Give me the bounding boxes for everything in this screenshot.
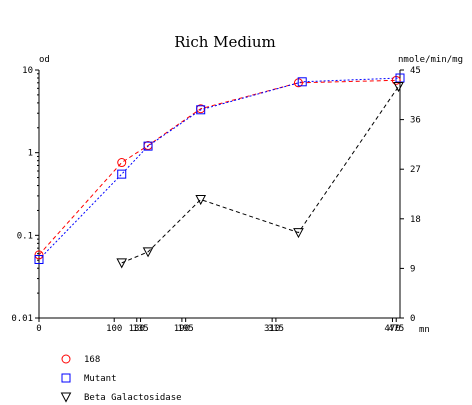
y-right-tick-label: 9 (410, 264, 415, 274)
x-tick-label: 135 (132, 324, 148, 334)
y-left-tick-label: 1 (28, 149, 33, 159)
chart-title: Rich Medium (174, 33, 275, 51)
series-3-point (393, 82, 404, 93)
x-tick-label: 195 (178, 324, 194, 334)
series-lines (38, 77, 401, 264)
x-axis-label: mn (419, 325, 430, 335)
series-line-2 (38, 77, 401, 260)
y-right-tick-label: 45 (410, 66, 421, 76)
series-3-point (293, 228, 304, 239)
x-tick-label: 100 (106, 324, 122, 334)
x-tick-label: 310 (264, 324, 280, 334)
x-tick-label: 0 (36, 324, 41, 334)
series-2-point (297, 77, 307, 87)
legend-label-3: Beta Galactosidase (84, 393, 182, 403)
series-2-point (34, 255, 44, 265)
y-right-label: nmole/min/mg (398, 55, 463, 65)
y-left-tick-label: 0.01 (11, 314, 33, 324)
x-tick-label: 315 (268, 324, 284, 334)
x-tick-label: 470 (384, 324, 400, 334)
y-right-tick-label: 0 (410, 314, 415, 324)
legend-label-1: 168 (84, 355, 100, 365)
y-left-tick-label: 10 (22, 66, 33, 76)
x-tick-label: 130 (129, 324, 145, 334)
y-left-label: od (39, 55, 50, 65)
series-markers (34, 73, 405, 269)
series-2-point (395, 73, 405, 83)
series-3-point (195, 195, 207, 206)
legend-label-2: Mutant (84, 374, 117, 384)
y-right-tick-label: 18 (410, 215, 421, 225)
series-1-point (34, 250, 44, 260)
series-2-point (196, 105, 206, 115)
y-left-tick-label: 0.1 (17, 231, 33, 241)
legend-marker-2 (61, 373, 71, 383)
series-2-point (117, 169, 127, 179)
y-right-tick-label: 36 (410, 116, 421, 126)
legend-marker-1 (61, 354, 71, 364)
series-3-point (116, 258, 128, 269)
x-tick-label: 475 (388, 324, 404, 334)
x-tick-label: 190 (174, 324, 190, 334)
y-right-tick-label: 27 (410, 165, 421, 175)
series-line-1 (38, 79, 397, 256)
legend: 168 Mutant Beta Galactosidase (60, 354, 182, 403)
legend-marker-3 (60, 392, 72, 403)
series-1-point (117, 158, 127, 168)
series-line-3 (121, 86, 399, 264)
series-3-point (142, 247, 154, 258)
series-2-point (143, 141, 153, 151)
